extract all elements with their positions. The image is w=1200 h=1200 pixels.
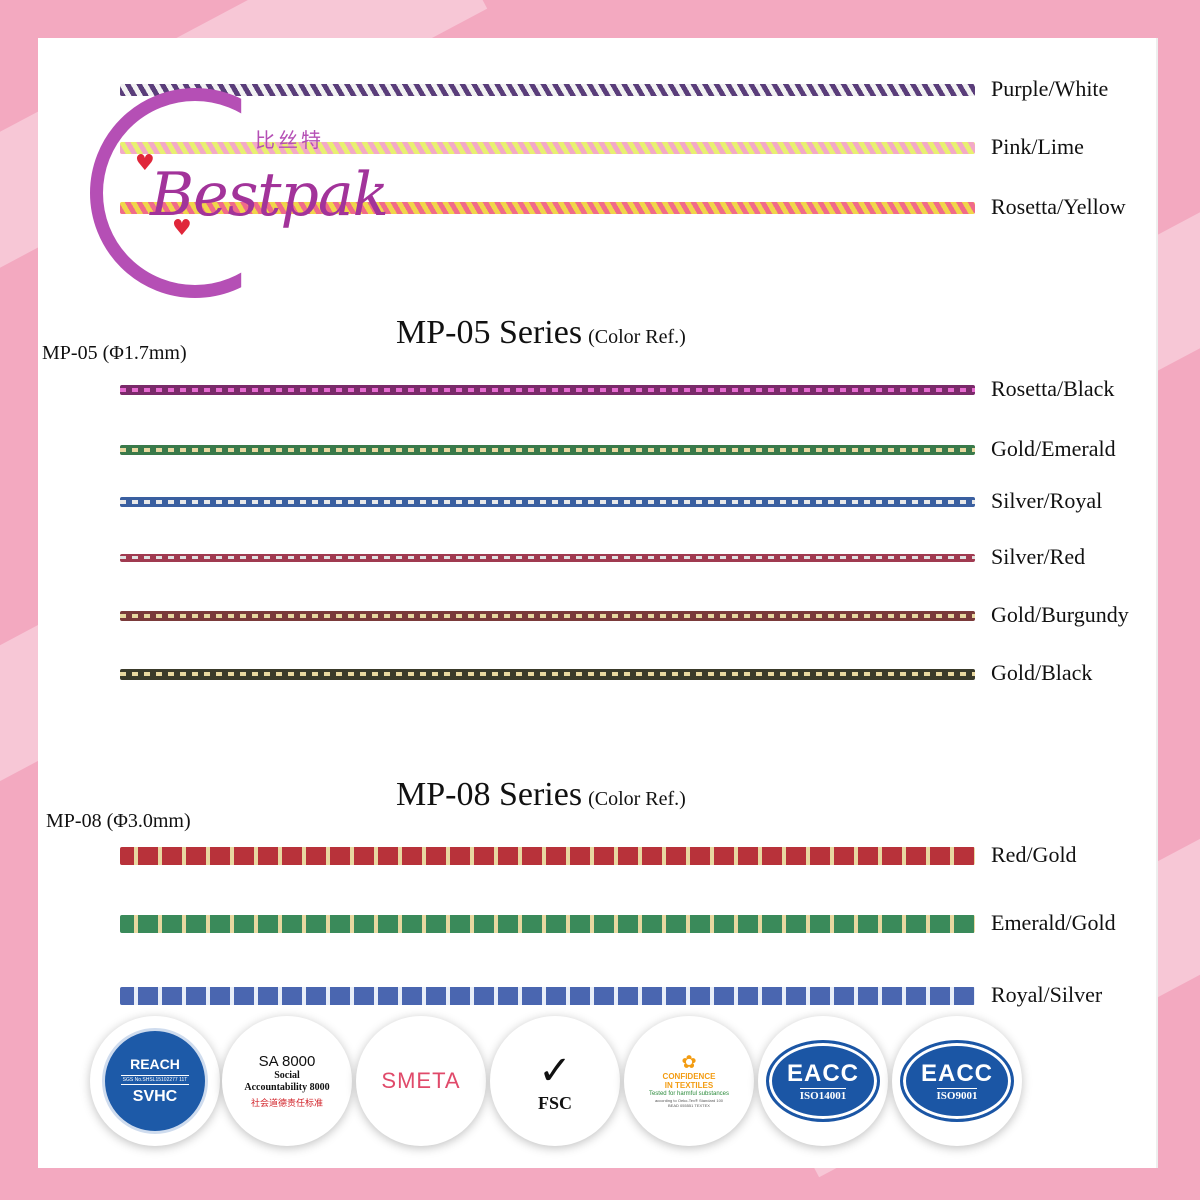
product-panel: Purple/White Pink/Lime Rosetta/Yellow ♥ ♥ … bbox=[38, 38, 1158, 1168]
panel-edge bbox=[1156, 38, 1158, 1168]
cord-purple-white bbox=[120, 84, 975, 96]
cord-rosetta-black bbox=[120, 385, 975, 395]
cord-stripe bbox=[120, 388, 975, 392]
oeko-sub: Tested for harmful substances bbox=[648, 1091, 730, 1097]
sa8000-title: SA 8000 bbox=[258, 1053, 316, 1070]
sa8000-chinese: 社会道德责任标准 bbox=[250, 1099, 323, 1109]
oeko-title1: CONFIDENCE bbox=[662, 1072, 716, 1081]
sa8000-badge: SA 8000 Social Accountability 8000 社会道德责… bbox=[222, 1016, 352, 1146]
cord-gold-burgundy bbox=[120, 611, 975, 621]
smeta-text: SMETA bbox=[381, 1068, 461, 1093]
cord-red-gold bbox=[120, 847, 975, 865]
tree-check-icon: ✓ bbox=[538, 1047, 572, 1094]
cord-label: Gold/Black bbox=[991, 660, 1093, 685]
bestpak-logo: ♥ ♥ Bestpak 比丝特 bbox=[90, 88, 389, 298]
certification-row: REACH SGS No.SHSL15102277 11T SVHC SA 80… bbox=[88, 1016, 1098, 1156]
mp08-title: MP-08 Series (Color Ref.) bbox=[396, 776, 686, 814]
cord-stripe bbox=[120, 614, 975, 618]
cord-label: Pink/Lime bbox=[991, 134, 1084, 159]
cord-stripe bbox=[120, 500, 975, 504]
cord-silver-royal bbox=[120, 497, 975, 507]
reach-title: REACH bbox=[130, 1056, 180, 1072]
cord-label: Rosetta/Black bbox=[991, 376, 1115, 401]
eacc-title: EACC bbox=[786, 1060, 859, 1087]
eacc-iso9001-badge: EACC ISO9001 bbox=[892, 1016, 1022, 1146]
reach-seal: REACH SGS No.SHSL15102277 11T SVHC bbox=[102, 1028, 208, 1134]
cord-stripe bbox=[120, 671, 975, 676]
mp05-title-text: MP-05 Series bbox=[396, 314, 583, 351]
sa8000-line1: Social bbox=[274, 1070, 300, 1081]
oeko-tex-badge: ✿ CONFIDENCE IN TEXTILES Tested for harm… bbox=[624, 1016, 754, 1146]
cord-rosetta-yellow bbox=[120, 202, 975, 214]
flower-icon: ✿ bbox=[681, 1052, 697, 1073]
cord-label: Emerald/Gold bbox=[991, 910, 1116, 935]
cord-label: Gold/Burgundy bbox=[991, 602, 1129, 627]
cord-silver-red bbox=[120, 554, 975, 562]
reach-number: SGS No.SHSL15102277 11T bbox=[120, 1075, 190, 1085]
mp08-ref: (Color Ref.) bbox=[588, 788, 686, 810]
cord-gold-emerald bbox=[120, 445, 975, 455]
fsc-badge: ✓ FSC bbox=[490, 1016, 620, 1146]
reach-badge: REACH SGS No.SHSL15102277 11T SVHC bbox=[90, 1016, 220, 1146]
cord-label: Purple/White bbox=[991, 76, 1109, 101]
cord-gold-black bbox=[120, 668, 975, 680]
sa8000-line2: Accountability 8000 bbox=[244, 1082, 330, 1093]
mp05-spec: MP-05 (Φ1.7mm) bbox=[42, 342, 187, 364]
cord-label: Gold/Emerald bbox=[991, 436, 1116, 461]
eacc-iso: ISO14001 bbox=[799, 1088, 847, 1102]
mp08-spec: MP-08 (Φ3.0mm) bbox=[46, 810, 191, 832]
reach-svhc: SVHC bbox=[132, 1088, 178, 1105]
oeko-sub2: according to Oeko-Tex® Standard 100 bbox=[654, 1098, 724, 1103]
logo-chinese: 比丝特 bbox=[255, 128, 324, 152]
eacc-title: EACC bbox=[920, 1060, 993, 1087]
logo-brand: Bestpak bbox=[150, 160, 389, 230]
mp08-title-text: MP-08 Series bbox=[396, 776, 583, 813]
eacc-seal: EACC ISO14001 bbox=[766, 1040, 880, 1122]
mp05-title: MP-05 Series (Color Ref.) bbox=[396, 314, 686, 352]
cord-emerald-gold bbox=[120, 915, 975, 933]
eacc-iso14001-badge: EACC ISO14001 bbox=[758, 1016, 888, 1146]
cord-royal-silver bbox=[120, 987, 975, 1005]
cord-stripe bbox=[120, 448, 975, 452]
cord-label: Red/Gold bbox=[991, 842, 1077, 867]
heart-icon: ♥ bbox=[172, 216, 192, 241]
oeko-title2: IN TEXTILES bbox=[664, 1081, 714, 1090]
mp05-ref: (Color Ref.) bbox=[588, 326, 686, 348]
smeta-badge: SMETA bbox=[356, 1016, 486, 1146]
eacc-iso: ISO9001 bbox=[936, 1088, 978, 1102]
heart-icon: ♥ bbox=[135, 151, 155, 176]
oeko-tiny: BEAD 055551 TEXTEX bbox=[668, 1103, 710, 1108]
cord-label: Royal/Silver bbox=[991, 982, 1103, 1007]
cord-label: Rosetta/Yellow bbox=[991, 194, 1126, 219]
cord-pink-lime bbox=[120, 142, 975, 154]
cord-label: Silver/Royal bbox=[991, 488, 1103, 513]
cord-stripe bbox=[120, 556, 975, 559]
eacc-seal: EACC ISO9001 bbox=[900, 1040, 1014, 1122]
fsc-text: FSC bbox=[537, 1092, 572, 1113]
cord-label: Silver/Red bbox=[991, 544, 1086, 569]
